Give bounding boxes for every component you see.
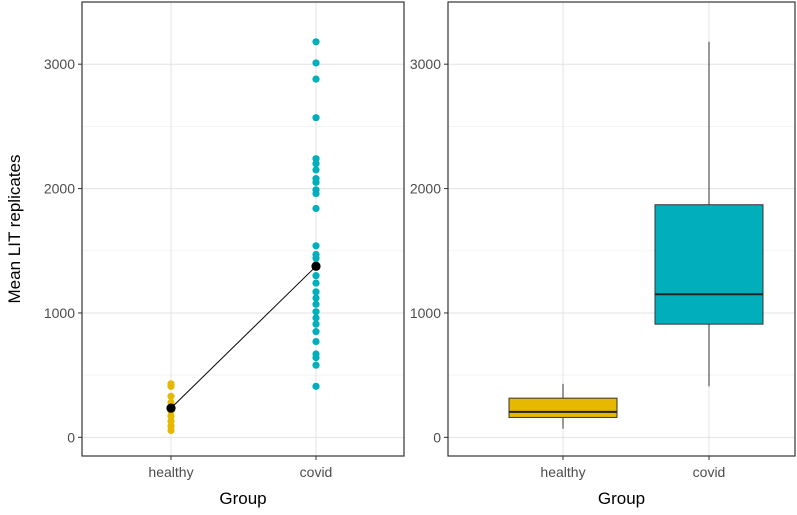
x-tick-label: healthy [540,464,585,480]
data-point-healthy [167,417,175,425]
box-covid [654,204,764,325]
y-tick-label: 3000 [410,56,441,72]
mean-line [170,265,317,409]
data-point-covid [312,382,320,390]
y-tick-label: 0 [433,429,441,445]
data-point-covid [312,114,320,122]
data-point-covid [312,272,320,280]
data-point-covid [312,160,320,168]
data-point-covid [312,59,320,67]
data-point-covid [312,204,320,213]
data-point-covid [312,288,320,296]
x-tick-label: covid [693,464,726,480]
data-point-covid [312,38,320,46]
data-point-covid [312,166,320,174]
mean-point-healthy [166,403,176,413]
data-point-covid [312,294,320,302]
data-point-covid [312,320,320,328]
y-axis-title: Mean LIT replicates [5,155,24,304]
data-point-covid [312,254,320,262]
data-point-covid [312,328,320,336]
data-point-covid [312,308,320,316]
panel-border [447,1,796,457]
x-tick-label: healthy [148,464,193,480]
data-point-healthy [167,380,175,388]
data-point-covid [312,314,320,322]
data-point-covid [312,300,320,308]
data-point-healthy [167,412,175,420]
data-point-healthy [167,392,175,400]
x-axis-title: Group [219,489,266,508]
y-tick-label: 1000 [410,305,441,321]
data-point-covid [312,155,320,163]
data-point-covid [312,75,320,83]
data-point-covid [312,242,320,250]
panel-border [81,1,405,457]
y-tick-label: 0 [67,429,75,445]
data-point-covid [312,354,320,362]
box-healthy [508,397,618,418]
panel-2: 0 1000 2000 3000 healthy covid Group [410,1,796,508]
data-point-covid [312,361,320,369]
y-tick-label: 1000 [44,305,75,321]
x-tick-label: covid [300,464,333,480]
y-tick-label: 2000 [44,181,75,197]
data-point-covid [312,189,320,198]
data-point-covid [312,337,320,346]
data-point-healthy [167,422,175,430]
y-tick-label: 2000 [410,181,441,197]
panel-1: 0 1000 2000 3000 healthy covid Group Mean LIT r… [5,1,405,508]
data-point-covid [312,178,320,186]
y-tick-label: 3000 [44,56,75,72]
mean-point-covid [311,261,321,271]
x-axis-title: Group [598,489,645,508]
data-point-covid [312,279,320,287]
